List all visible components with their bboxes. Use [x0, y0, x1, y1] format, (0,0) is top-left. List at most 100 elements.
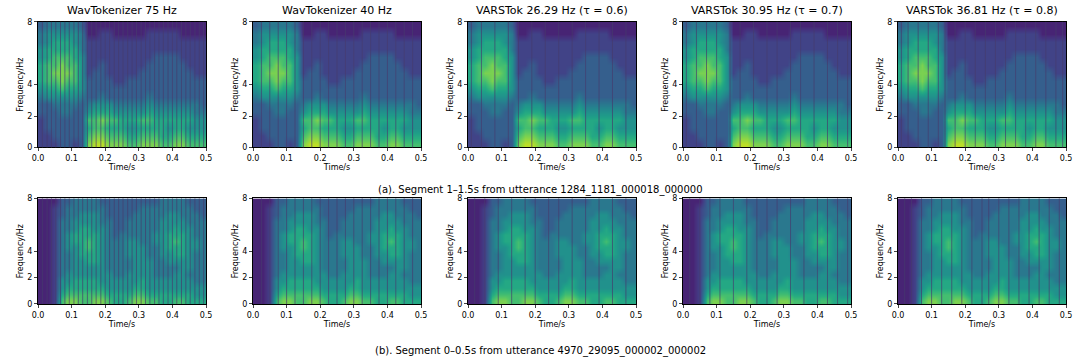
svg-text:4: 4 — [27, 247, 32, 256]
svg-text:8: 8 — [672, 194, 677, 203]
svg-text:0.5: 0.5 — [845, 154, 858, 163]
svg-text:0.3: 0.3 — [562, 311, 575, 320]
svg-text:0.2: 0.2 — [314, 311, 327, 320]
svg-text:4: 4 — [457, 80, 462, 89]
svg-text:2: 2 — [887, 112, 892, 121]
svg-text:2: 2 — [27, 112, 32, 121]
svg-text:2: 2 — [672, 112, 677, 121]
svg-text:0.1: 0.1 — [495, 154, 508, 163]
svg-text:Frequency/Hz: Frequency/Hz — [661, 224, 670, 278]
svg-text:0.1: 0.1 — [280, 311, 293, 320]
svg-text:0.0: 0.0 — [462, 154, 475, 163]
svg-text:Frequency/Hz: Frequency/Hz — [16, 224, 25, 278]
svg-text:0.1: 0.1 — [65, 154, 78, 163]
svg-text:0: 0 — [887, 143, 892, 152]
svg-text:0.2: 0.2 — [314, 154, 327, 163]
svg-text:Time/s: Time/s — [108, 163, 135, 172]
svg-text:Frequency/Hz: Frequency/Hz — [876, 58, 885, 112]
svg-text:Frequency/Hz: Frequency/Hz — [231, 58, 240, 112]
svg-text:0.3: 0.3 — [992, 154, 1005, 163]
svg-text:VARSTok 30.95 Hz (τ = 0.7): VARSTok 30.95 Hz (τ = 0.7) — [691, 4, 843, 17]
svg-text:0.4: 0.4 — [166, 154, 179, 163]
svg-text:0: 0 — [242, 300, 247, 309]
svg-text:2: 2 — [672, 273, 677, 282]
svg-text:Frequency/Hz: Frequency/Hz — [446, 58, 455, 112]
svg-text:0.2: 0.2 — [959, 154, 972, 163]
svg-text:Time/s: Time/s — [753, 163, 780, 172]
svg-text:0.1: 0.1 — [710, 154, 723, 163]
svg-text:Time/s: Time/s — [108, 320, 135, 329]
svg-text:8: 8 — [27, 194, 32, 203]
svg-text:Frequency/Hz: Frequency/Hz — [231, 224, 240, 278]
svg-text:0.5: 0.5 — [845, 311, 858, 320]
svg-text:0.5: 0.5 — [1060, 311, 1073, 320]
svg-text:0.3: 0.3 — [992, 311, 1005, 320]
svg-text:8: 8 — [887, 194, 892, 203]
svg-text:0.4: 0.4 — [596, 311, 609, 320]
svg-text:0.0: 0.0 — [247, 154, 260, 163]
svg-text:Time/s: Time/s — [538, 320, 565, 329]
svg-text:0.3: 0.3 — [132, 311, 145, 320]
svg-text:2: 2 — [457, 273, 462, 282]
svg-text:0: 0 — [457, 143, 462, 152]
svg-text:2: 2 — [887, 273, 892, 282]
svg-text:2: 2 — [27, 273, 32, 282]
svg-text:0.0: 0.0 — [677, 154, 690, 163]
svg-text:0.4: 0.4 — [1026, 311, 1039, 320]
svg-text:0.5: 0.5 — [630, 311, 643, 320]
svg-text:0: 0 — [27, 300, 32, 309]
svg-text:0.5: 0.5 — [200, 154, 213, 163]
svg-text:Frequency/Hz: Frequency/Hz — [16, 58, 25, 112]
svg-text:VARSTok 36.81 Hz (τ = 0.8): VARSTok 36.81 Hz (τ = 0.8) — [906, 4, 1058, 17]
svg-text:Time/s: Time/s — [968, 163, 995, 172]
svg-text:0.4: 0.4 — [166, 311, 179, 320]
svg-text:8: 8 — [27, 18, 32, 27]
svg-text:2: 2 — [457, 112, 462, 121]
svg-text:4: 4 — [457, 247, 462, 256]
svg-text:0.5: 0.5 — [1060, 154, 1073, 163]
svg-text:0.4: 0.4 — [1026, 154, 1039, 163]
svg-text:0.4: 0.4 — [811, 154, 824, 163]
svg-text:0.2: 0.2 — [744, 311, 757, 320]
svg-text:8: 8 — [672, 18, 677, 27]
svg-text:0.2: 0.2 — [529, 311, 542, 320]
svg-text:0: 0 — [457, 300, 462, 309]
svg-text:0: 0 — [672, 300, 677, 309]
svg-text:0.1: 0.1 — [925, 154, 938, 163]
svg-text:0: 0 — [27, 143, 32, 152]
svg-text:0.2: 0.2 — [99, 154, 112, 163]
svg-text:8: 8 — [242, 18, 247, 27]
svg-text:0.4: 0.4 — [381, 311, 394, 320]
svg-text:4: 4 — [242, 247, 247, 256]
svg-text:0.0: 0.0 — [32, 311, 45, 320]
svg-text:0.4: 0.4 — [381, 154, 394, 163]
svg-text:0.0: 0.0 — [462, 311, 475, 320]
svg-text:0.1: 0.1 — [925, 311, 938, 320]
svg-text:0.4: 0.4 — [811, 311, 824, 320]
svg-text:4: 4 — [242, 80, 247, 89]
svg-text:0.1: 0.1 — [280, 154, 293, 163]
svg-text:0.3: 0.3 — [347, 154, 360, 163]
svg-text:0: 0 — [672, 143, 677, 152]
svg-text:2: 2 — [242, 112, 247, 121]
svg-text:0.0: 0.0 — [247, 311, 260, 320]
svg-text:0.0: 0.0 — [892, 154, 905, 163]
svg-text:Time/s: Time/s — [968, 320, 995, 329]
svg-text:Time/s: Time/s — [323, 163, 350, 172]
svg-text:VARSTok 26.29 Hz (τ = 0.6): VARSTok 26.29 Hz (τ = 0.6) — [476, 4, 628, 17]
svg-text:Time/s: Time/s — [323, 320, 350, 329]
svg-text:Time/s: Time/s — [753, 320, 780, 329]
svg-text:0.5: 0.5 — [415, 154, 428, 163]
svg-text:0.0: 0.0 — [677, 311, 690, 320]
svg-text:0.3: 0.3 — [132, 154, 145, 163]
svg-text:WavTokenizer 75 Hz: WavTokenizer 75 Hz — [67, 4, 177, 17]
svg-text:0.2: 0.2 — [959, 311, 972, 320]
svg-text:0: 0 — [242, 143, 247, 152]
svg-text:0.0: 0.0 — [892, 311, 905, 320]
svg-text:4: 4 — [887, 80, 892, 89]
svg-text:4: 4 — [672, 247, 677, 256]
svg-text:Frequency/Hz: Frequency/Hz — [661, 58, 670, 112]
svg-text:0.3: 0.3 — [777, 311, 790, 320]
svg-text:(b). Segment 0–0.5s from utter: (b). Segment 0–0.5s from utterance 4970_… — [375, 345, 706, 357]
svg-text:0.3: 0.3 — [562, 154, 575, 163]
